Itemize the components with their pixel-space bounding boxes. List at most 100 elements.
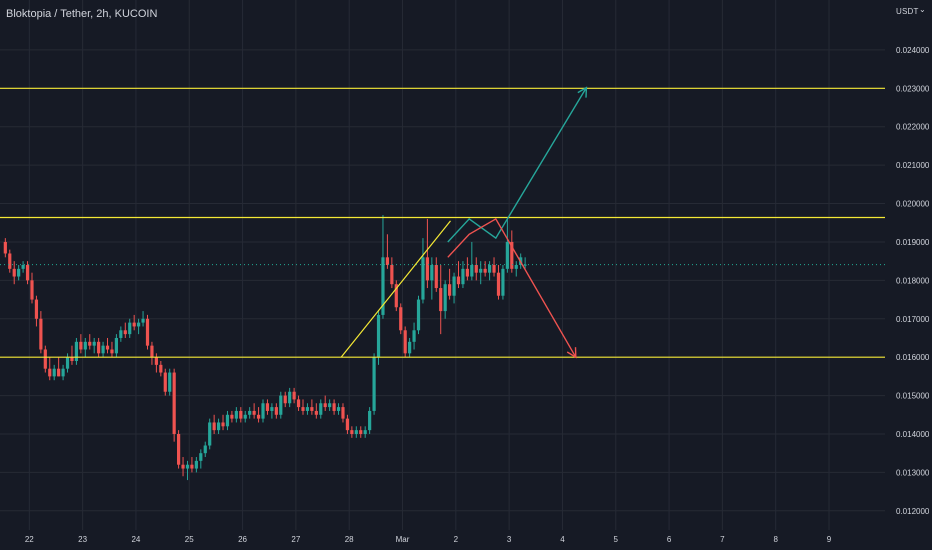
candle-body xyxy=(8,253,12,269)
candle xyxy=(461,261,465,289)
y-tick-label: 0.020000 xyxy=(896,200,930,209)
y-tick-label: 0.019000 xyxy=(896,238,930,247)
candle xyxy=(150,341,154,365)
candle-body xyxy=(350,430,354,434)
candle-body xyxy=(336,407,341,411)
candle-body xyxy=(25,265,30,281)
candle xyxy=(363,426,367,438)
candle xyxy=(425,218,429,289)
candle xyxy=(292,387,296,404)
candle xyxy=(163,368,167,396)
x-tick-label: 22 xyxy=(25,535,34,544)
bearish-arrow-path[interactable] xyxy=(447,217,577,358)
candle-body xyxy=(17,268,21,277)
candle-body xyxy=(292,391,296,400)
candle xyxy=(48,357,52,381)
candle xyxy=(501,265,505,300)
candle xyxy=(101,341,105,358)
candle-body xyxy=(3,241,7,254)
candle xyxy=(25,261,30,285)
candle xyxy=(314,403,318,419)
candle xyxy=(434,257,438,292)
candle-body xyxy=(305,407,310,411)
candle-body xyxy=(12,268,16,277)
candle xyxy=(261,399,265,423)
candle-body xyxy=(101,345,105,354)
bullish-arrow-path[interactable] xyxy=(447,87,587,243)
candle-body xyxy=(172,372,176,434)
candle xyxy=(279,391,283,419)
candle-body xyxy=(385,257,390,265)
y-tick-label: 0.023000 xyxy=(896,84,930,93)
candle-body xyxy=(83,341,87,350)
candle xyxy=(288,387,292,408)
candle-body xyxy=(92,341,96,346)
y-tick-label: 0.012000 xyxy=(896,507,930,516)
candle xyxy=(296,395,301,411)
candle-body xyxy=(496,272,501,296)
candle xyxy=(452,272,456,304)
candle xyxy=(21,261,25,273)
candle-body xyxy=(514,265,518,269)
candle-body xyxy=(79,341,83,350)
candle-body xyxy=(261,403,265,419)
candle-body xyxy=(452,276,456,296)
candle-body xyxy=(168,372,172,392)
time-axis-panel[interactable] xyxy=(0,530,932,550)
candle-body xyxy=(221,422,225,427)
candle xyxy=(487,261,492,281)
candle-body xyxy=(443,284,447,312)
chart-title: Bloktopia / Tether, 2h, KUCOIN xyxy=(6,8,158,20)
candle-body xyxy=(448,284,452,296)
candle-body xyxy=(479,268,483,273)
arrow-up-head-icon xyxy=(577,86,588,98)
candle-body xyxy=(163,372,167,392)
candle xyxy=(248,407,252,419)
candle-body xyxy=(159,364,163,373)
candle-body xyxy=(430,265,434,281)
candle xyxy=(83,337,87,358)
chevron-down-icon[interactable]: ⌄ xyxy=(919,5,926,14)
candle xyxy=(43,345,47,373)
candle xyxy=(354,426,358,438)
candle-body xyxy=(288,391,292,404)
candle-body xyxy=(48,368,52,377)
candle-body xyxy=(403,330,407,354)
candle-body xyxy=(310,407,314,411)
candle-body xyxy=(279,395,283,415)
candle-body xyxy=(70,357,74,362)
currency-label[interactable]: USDT xyxy=(896,7,919,16)
trendline[interactable] xyxy=(340,220,451,358)
candle-body xyxy=(252,410,256,415)
candle xyxy=(65,353,70,373)
candle xyxy=(430,257,434,300)
price-axis-panel[interactable] xyxy=(885,0,932,550)
candle xyxy=(523,257,527,269)
candle-body xyxy=(239,410,243,419)
candle xyxy=(319,399,323,419)
candle xyxy=(403,326,407,358)
candle xyxy=(492,257,496,277)
candle-body xyxy=(212,422,216,431)
candle-body xyxy=(359,430,363,434)
x-tick-label: 7 xyxy=(720,535,725,544)
candle-body xyxy=(181,464,185,469)
candles-layer xyxy=(3,215,527,481)
candle xyxy=(203,441,207,458)
candle xyxy=(216,418,221,434)
candle xyxy=(470,241,474,281)
x-tick-label: 27 xyxy=(291,535,300,544)
candle-body xyxy=(470,265,474,277)
candle xyxy=(39,311,43,354)
candle-body xyxy=(203,445,207,454)
candle xyxy=(448,268,452,300)
candle xyxy=(168,368,172,396)
candle-body xyxy=(114,337,118,354)
x-tick-label: 8 xyxy=(773,535,778,544)
candle-body xyxy=(39,318,43,350)
candle-body xyxy=(381,257,385,315)
candle-body xyxy=(434,265,438,289)
candle xyxy=(256,407,261,423)
candle-body xyxy=(256,414,261,419)
